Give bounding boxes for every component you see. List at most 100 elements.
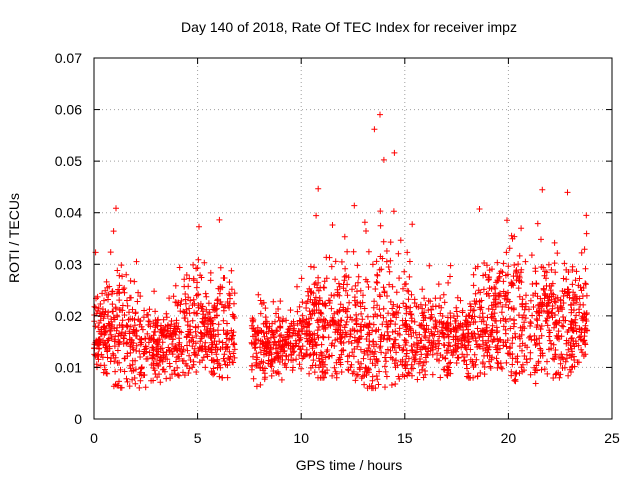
data-point — [174, 364, 181, 371]
data-point — [474, 373, 481, 379]
data-point — [137, 354, 144, 360]
data-point — [105, 296, 111, 303]
data-point — [283, 353, 290, 360]
data-point — [445, 333, 452, 340]
data-point — [195, 348, 202, 354]
data-point — [541, 295, 548, 302]
data-point — [196, 223, 202, 230]
data-point — [516, 252, 523, 259]
data-point — [214, 296, 221, 303]
data-point — [108, 335, 115, 341]
data-point — [488, 333, 495, 340]
data-point — [476, 298, 483, 305]
data-point — [462, 317, 469, 324]
data-point — [94, 342, 101, 349]
data-point — [527, 371, 534, 378]
data-point — [124, 350, 131, 357]
data-point — [315, 274, 322, 281]
data-point — [133, 258, 140, 265]
data-point — [387, 257, 394, 264]
data-point — [185, 370, 192, 376]
data-point — [556, 374, 563, 381]
data-point — [393, 357, 399, 364]
data-point — [540, 264, 547, 271]
data-point — [250, 353, 256, 360]
data-point — [548, 266, 555, 273]
data-point — [345, 367, 352, 374]
data-point — [129, 315, 136, 322]
data-point — [338, 351, 345, 358]
data-point — [279, 342, 286, 349]
data-point — [214, 297, 221, 304]
data-point — [454, 325, 460, 332]
data-point — [511, 262, 518, 268]
data-point — [173, 317, 180, 324]
data-point — [192, 328, 199, 335]
data-point — [536, 309, 543, 316]
data-point — [288, 352, 295, 359]
data-point — [480, 286, 487, 293]
data-point — [214, 364, 221, 371]
data-point — [427, 298, 434, 305]
data-point — [341, 273, 348, 280]
data-point — [532, 342, 539, 348]
data-point — [353, 372, 360, 379]
data-point — [418, 351, 425, 358]
data-point — [503, 343, 510, 350]
data-point — [197, 329, 204, 336]
data-point — [119, 317, 126, 324]
data-point — [533, 362, 540, 369]
data-point — [309, 345, 316, 352]
data-point — [193, 369, 200, 375]
data-point — [350, 353, 357, 360]
data-point — [422, 302, 429, 308]
data-point — [299, 299, 306, 306]
data-point — [278, 376, 285, 383]
data-point — [428, 306, 435, 313]
data-point — [488, 302, 495, 309]
data-point — [231, 290, 238, 297]
data-point — [477, 369, 484, 376]
data-point — [415, 340, 422, 347]
data-point — [325, 334, 332, 341]
data-point — [220, 317, 227, 324]
data-point — [472, 318, 479, 325]
data-point — [374, 271, 381, 278]
data-point — [175, 323, 182, 330]
data-point — [329, 372, 336, 379]
data-point — [320, 334, 327, 341]
data-point — [382, 368, 389, 375]
data-point — [580, 301, 587, 308]
data-point — [275, 353, 282, 360]
data-point — [342, 308, 349, 315]
data-point — [306, 285, 313, 292]
data-point — [391, 311, 398, 318]
data-point — [332, 368, 339, 375]
data-point — [324, 347, 331, 353]
data-point — [174, 371, 181, 378]
data-point — [152, 308, 159, 315]
data-point — [153, 339, 160, 346]
data-point — [253, 359, 260, 366]
data-point — [257, 349, 264, 356]
data-point — [138, 372, 145, 379]
data-point — [354, 371, 361, 378]
data-point — [524, 359, 530, 366]
data-point — [468, 330, 475, 337]
data-point — [406, 258, 413, 265]
data-point — [465, 326, 471, 333]
data-point — [280, 315, 287, 322]
data-point — [515, 285, 522, 292]
data-point — [569, 335, 575, 341]
data-point — [198, 345, 205, 352]
data-point — [489, 322, 496, 329]
data-point — [252, 331, 258, 338]
data-point — [519, 301, 526, 308]
data-point — [295, 332, 302, 339]
data-point — [484, 324, 490, 331]
data-point — [375, 381, 382, 388]
data-point — [489, 354, 495, 361]
data-point — [371, 126, 378, 133]
data-point — [357, 303, 364, 310]
data-point — [286, 329, 293, 336]
